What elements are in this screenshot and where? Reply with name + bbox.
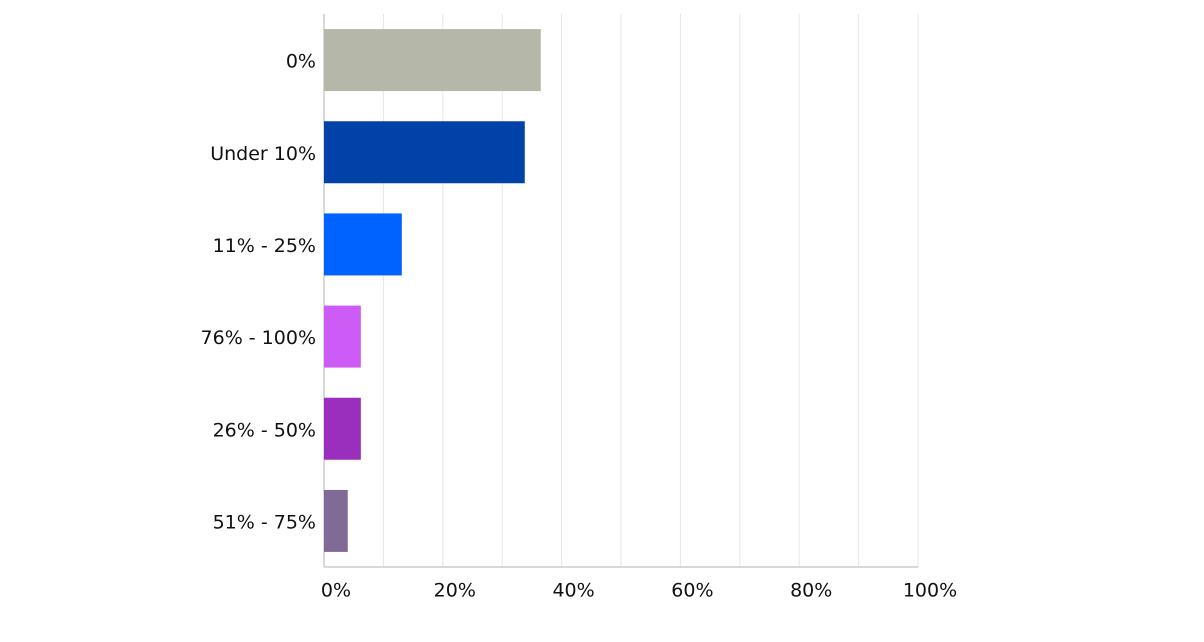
x-tick-label: 40%	[552, 580, 594, 602]
bar	[324, 397, 361, 460]
x-tick-label: 60%	[671, 580, 713, 602]
y-tick-label: 26% - 50%	[213, 419, 316, 441]
bar	[324, 489, 348, 552]
y-tick-label: 0%	[286, 51, 316, 73]
bar	[324, 29, 541, 92]
bar	[324, 305, 361, 368]
y-tick-label: 76% - 100%	[201, 327, 316, 349]
x-tick-label: 20%	[434, 580, 476, 602]
y-tick-label: Under 10%	[210, 143, 316, 165]
x-tick-label: 0%	[321, 580, 351, 602]
y-tick-label: 11% - 25%	[213, 235, 316, 257]
x-tick-label: 80%	[790, 580, 832, 602]
y-tick-label: 51% - 75%	[213, 511, 316, 533]
x-tick-label: 100%	[903, 580, 957, 602]
bar	[324, 121, 525, 184]
bar	[324, 213, 402, 276]
